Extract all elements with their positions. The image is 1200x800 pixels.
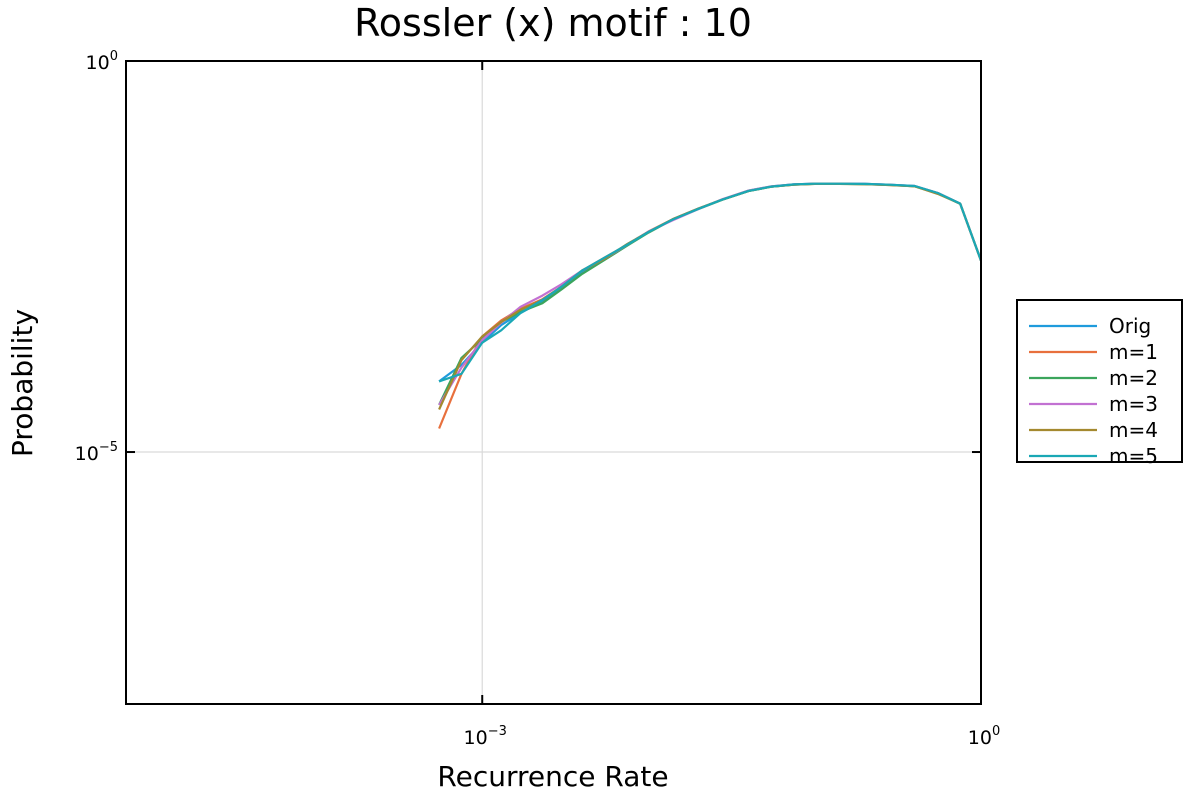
series-lines (438, 182, 983, 429)
legend-label: m=2 (1109, 366, 1158, 390)
plot-frame (125, 60, 982, 705)
legend-label: m=3 (1109, 392, 1158, 416)
series-line-5 (438, 182, 983, 383)
axis-ticks: 10−3 100 100 10−5 (75, 49, 1001, 749)
series-line-4 (438, 182, 983, 410)
legend-label: m=5 (1109, 444, 1158, 468)
grid (126, 61, 981, 704)
x-tick-label: 10−3 (464, 724, 507, 749)
chart-title: Rossler (x) motif : 10 (354, 1, 752, 45)
y-tick-label: 10−5 (75, 440, 118, 465)
series-line-0 (438, 182, 983, 383)
x-tick-label: 100 (968, 724, 1000, 749)
legend-label: m=1 (1109, 340, 1158, 364)
series-line-2 (438, 182, 983, 406)
y-tick-label: 100 (86, 49, 118, 74)
legend-label: m=4 (1109, 418, 1158, 442)
x-axis-label: Recurrence Rate (437, 760, 668, 793)
legend-label: Orig (1109, 314, 1151, 338)
y-axis-label: Probability (6, 309, 39, 457)
series-line-3 (438, 182, 983, 406)
